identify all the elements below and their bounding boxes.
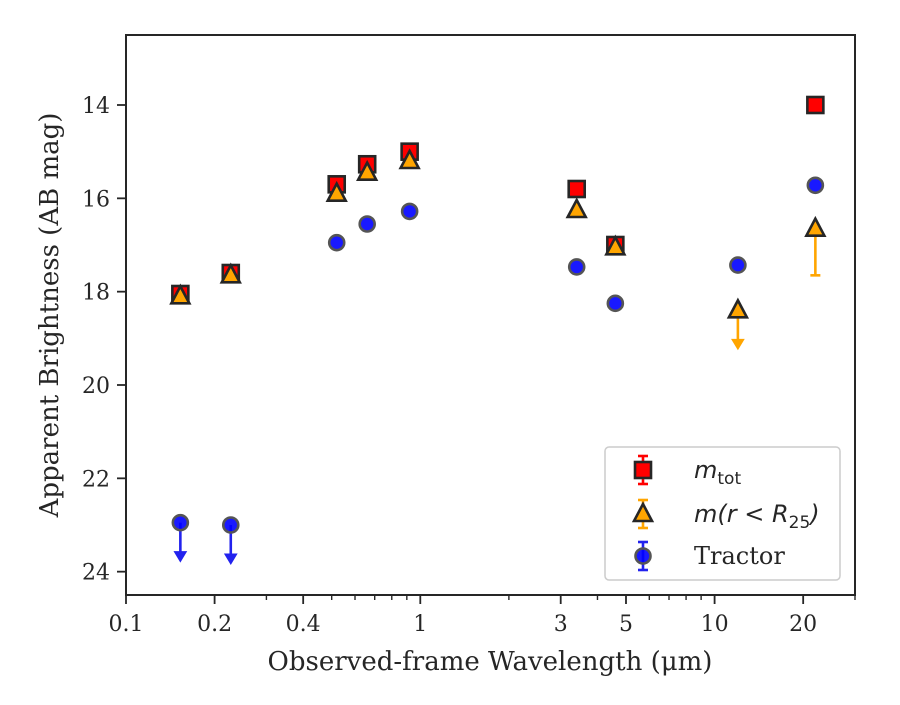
data-point-circle bbox=[221, 516, 240, 534]
plot-frame bbox=[125, 34, 856, 596]
x-tick-label: 20 bbox=[789, 612, 817, 637]
data-point-circle bbox=[567, 258, 586, 276]
legend-box bbox=[604, 446, 841, 581]
y-tick-label: 16 bbox=[82, 187, 110, 212]
x-tick-label: 0.2 bbox=[197, 612, 232, 637]
series-circle bbox=[171, 176, 825, 565]
y-tick-label: 22 bbox=[82, 467, 110, 492]
legend-label-triangle: m(r < R25) bbox=[694, 500, 820, 533]
legend-label-square: mtot bbox=[694, 456, 741, 489]
legend-marker-circle bbox=[634, 547, 652, 565]
legend-label-sub: 25 bbox=[789, 513, 811, 533]
data-point-circle bbox=[729, 256, 747, 274]
legend: mtot m(r < R25) Tractor bbox=[604, 446, 841, 581]
data-point-triangle bbox=[604, 234, 627, 256]
legend-label-tail: ) bbox=[808, 500, 819, 528]
data-point-triangle bbox=[398, 148, 421, 170]
y-tick-label: 18 bbox=[82, 281, 110, 306]
legend-label-main: m bbox=[694, 456, 717, 484]
data-point-triangle bbox=[565, 197, 588, 219]
x-tick-label: 1 bbox=[413, 612, 427, 637]
x-tick-label: 5 bbox=[619, 612, 633, 637]
x-axis-label: Observed-frame Wavelength (μm) bbox=[268, 647, 713, 677]
legend-marker-square bbox=[633, 460, 653, 480]
series-triangle bbox=[169, 148, 827, 351]
legend-label-main: m(r < R bbox=[694, 500, 789, 528]
x-tick-label: 10 bbox=[701, 612, 729, 637]
data-point-triangle bbox=[325, 180, 348, 202]
x-tick-label: 0.4 bbox=[286, 612, 321, 637]
ticks-layer: 0.1 0.2 0.4 1 3 5 10 20 14 16 18 20 22 24 bbox=[82, 94, 856, 637]
data-point-circle bbox=[327, 233, 346, 252]
y-axis-label: Apparent Brightness (AB mag) bbox=[35, 113, 65, 519]
data-point-triangle bbox=[169, 283, 192, 305]
data-point-circle bbox=[400, 202, 419, 221]
y-tick-label: 14 bbox=[82, 94, 110, 119]
legend-label-circle: Tractor bbox=[694, 542, 785, 570]
data-point-square bbox=[567, 179, 587, 199]
data-point-square bbox=[806, 95, 825, 115]
data-point-circle bbox=[171, 513, 190, 532]
series-square bbox=[171, 95, 825, 304]
legend-marker-triangle bbox=[631, 501, 655, 523]
data-point-circle bbox=[358, 215, 376, 233]
data-point-circle bbox=[606, 294, 625, 313]
y-tick-label: 20 bbox=[82, 374, 110, 399]
y-tick-label: 24 bbox=[82, 561, 110, 586]
data-point-triangle bbox=[219, 262, 242, 284]
data-point-triangle bbox=[804, 215, 827, 237]
legend-label-sub: tot bbox=[717, 469, 741, 489]
data-point-circle bbox=[806, 176, 825, 195]
data-point-triangle bbox=[726, 297, 750, 319]
x-tick-label: 0.1 bbox=[109, 612, 144, 637]
marks-layer bbox=[169, 95, 827, 565]
data-point-triangle bbox=[356, 159, 379, 181]
x-tick-label: 3 bbox=[554, 612, 568, 637]
